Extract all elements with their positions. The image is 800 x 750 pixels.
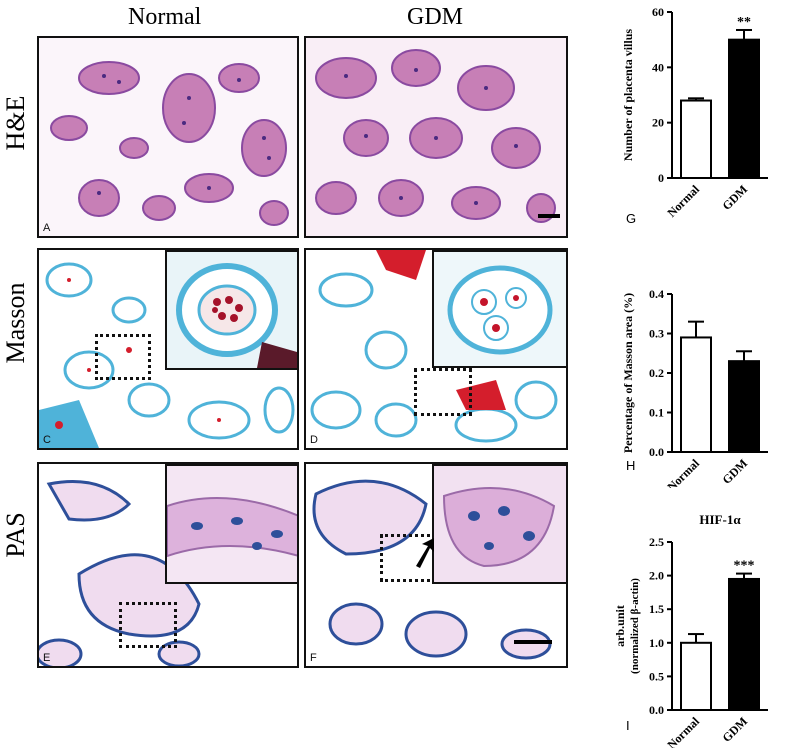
x-tick-label: GDM — [719, 182, 750, 213]
row-label-he: H&E — [1, 95, 30, 151]
micrograph-panel-a: A — [37, 36, 299, 238]
masson-gdm-image — [310, 250, 558, 443]
y-tick-label: 0.5 — [649, 669, 664, 683]
x-tick-label: GDM — [719, 714, 750, 745]
magnified-inset-d — [432, 250, 566, 368]
panel-label-f: F — [310, 652, 317, 664]
zoom-region-box — [414, 368, 472, 416]
y-tick-label: 0.0 — [649, 703, 664, 717]
y-tick-label: 2.5 — [649, 535, 664, 549]
he-gdm-image — [315, 49, 556, 223]
y-axis-label: Percentage of Masson area (%) — [621, 293, 635, 453]
chart-label-h: H — [626, 458, 636, 473]
y-tick-label: 60 — [652, 5, 664, 19]
masson-normal-image — [39, 262, 295, 448]
row-label-masson: Masson — [1, 282, 30, 364]
x-tick-label: Normal — [664, 714, 702, 748]
y-tick-label: 2.0 — [649, 569, 664, 583]
row-label-pas: PAS — [1, 512, 30, 558]
bar-normal — [680, 336, 712, 453]
y-tick-label: 0.2 — [649, 366, 664, 380]
y-tick-label: 40 — [652, 60, 664, 74]
y-tick-label: 1.0 — [649, 636, 664, 650]
x-tick-label: Normal — [664, 456, 702, 488]
bar-normal — [680, 99, 712, 179]
scale-bar — [538, 214, 560, 218]
bar-gdm — [728, 360, 760, 453]
bar-chart-h: 0.0 0.1 0.2 0.3 0.4 Percentage of Masson area… — [621, 287, 768, 488]
y-axis-label: arb.unit — [613, 605, 627, 647]
chart-title: HIF-1α — [699, 512, 741, 527]
y-tick-label: 0.1 — [649, 406, 664, 420]
arrow-icon — [416, 538, 434, 568]
y-tick-label: 0.0 — [649, 445, 664, 459]
bar-normal — [680, 641, 712, 711]
magnified-inset-f — [432, 464, 566, 584]
y-axis-label: Number of placenta villus — [621, 29, 635, 161]
magnified-inset-e — [165, 464, 297, 584]
y-tick-label: 0 — [658, 171, 664, 185]
column-header-gdm: GDM — [407, 4, 464, 30]
y-tick-label: 20 — [652, 116, 664, 130]
x-tick-label: Normal — [664, 182, 702, 220]
panel-label-c: C — [43, 434, 51, 446]
zoom-region-box — [95, 334, 151, 380]
zoom-region-box — [119, 602, 177, 648]
he-normal-image — [50, 61, 289, 226]
micrograph-panel-f: F — [304, 462, 568, 668]
scale-bar — [514, 640, 552, 644]
micrograph-panel-b: B — [304, 36, 568, 238]
bar-gdm — [728, 577, 760, 711]
y-axis-label-secondary: (normalized β-actin) — [629, 578, 641, 674]
magnified-inset-c — [165, 250, 297, 370]
bar-chart-g: 0 20 40 60 Number of placenta villus Normal **… — [621, 5, 768, 220]
micrograph-panel-e: E — [37, 462, 299, 668]
micrograph-panel-d: D — [304, 248, 568, 450]
y-tick-label: 0.3 — [649, 327, 664, 341]
column-header-normal: Normal — [128, 4, 202, 30]
significance-marker: *** — [734, 559, 755, 574]
y-tick-label: 0.4 — [649, 287, 664, 301]
bar-gdm — [728, 38, 760, 179]
x-tick-label: GDM — [719, 456, 750, 487]
bar-chart-i: HIF-1α 0.0 0.5 1.0 1.5 2.0 2.5 arb.unit (normali… — [613, 512, 768, 748]
chart-label-i: I — [626, 718, 630, 733]
chart-label-g: G — [626, 211, 637, 226]
panel-label-d: D — [310, 434, 318, 446]
significance-marker: ** — [737, 15, 751, 30]
micrograph-panel-c: C — [37, 248, 299, 450]
panel-label-a: A — [43, 222, 51, 234]
panel-label-e: E — [43, 652, 51, 664]
y-tick-label: 1.5 — [649, 602, 664, 616]
